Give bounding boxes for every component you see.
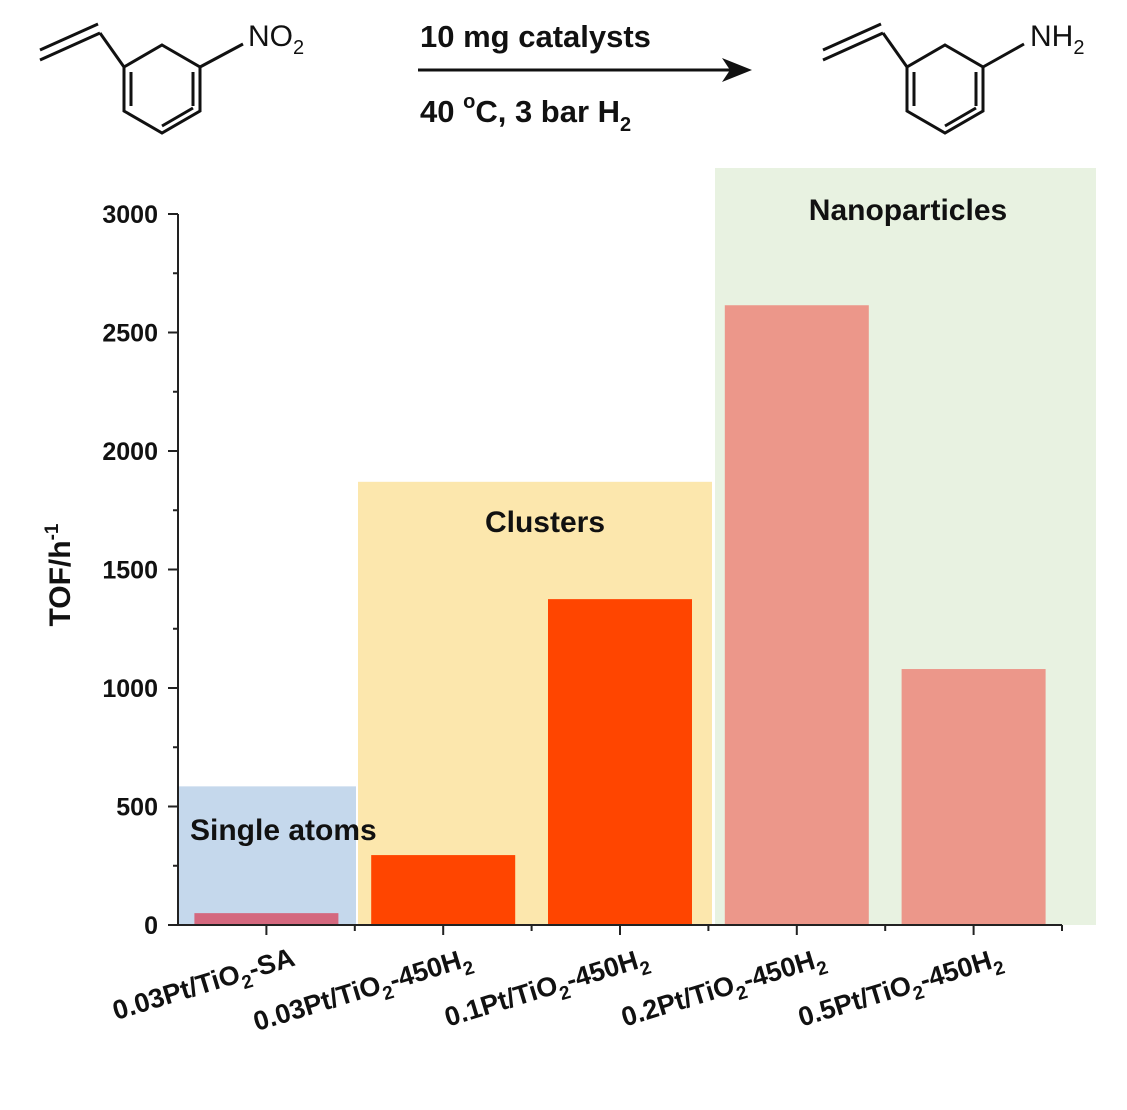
bar (371, 855, 516, 925)
conditions-line-1: 10 mg catalysts (420, 19, 651, 54)
y-tick-label: 2500 (102, 320, 158, 348)
reactant-structure (39, 22, 244, 135)
region-labels: Single atoms Clusters Nanoparticles (190, 194, 1007, 847)
y-tick-label: 3000 (102, 201, 158, 229)
y-tick-label: 500 (116, 794, 158, 822)
region-label-single-atoms: Single atoms (190, 814, 377, 847)
bar (901, 669, 1046, 925)
bar (548, 599, 692, 925)
x-tick-label: 0.2Pt/TiO2-450H2 (618, 942, 831, 1039)
bars (194, 305, 1046, 925)
y-tick-label: 1000 (102, 675, 158, 703)
bar (194, 913, 339, 925)
x-tick-label: 0.5Pt/TiO2-450H2 (795, 942, 1008, 1039)
region-label-nanoparticles: Nanoparticles (809, 194, 1007, 227)
product-amine-label: NH2 (1030, 20, 1084, 59)
region-single-atoms (178, 786, 356, 925)
product-structure (822, 22, 1025, 135)
reactant-nitro-label: NO2 (248, 20, 304, 59)
reaction-arrow (418, 58, 752, 82)
bar (724, 305, 869, 925)
x-tick-label: 0.1Pt/TiO2-450H2 (441, 942, 654, 1039)
conditions-line-2: 40 oC, 3 bar H2 (420, 91, 631, 136)
y-tick-label: 2000 (102, 438, 158, 466)
region-label-clusters: Clusters (485, 506, 605, 539)
y-tick-label: 1500 (102, 557, 158, 585)
y-axis-title: TOF/h-1 (42, 523, 77, 626)
reaction-scheme: NO2 10 mg catalysts 40 oC, 3 bar H2 NH2 (39, 19, 1084, 136)
y-tick-label: 0 (144, 912, 158, 940)
